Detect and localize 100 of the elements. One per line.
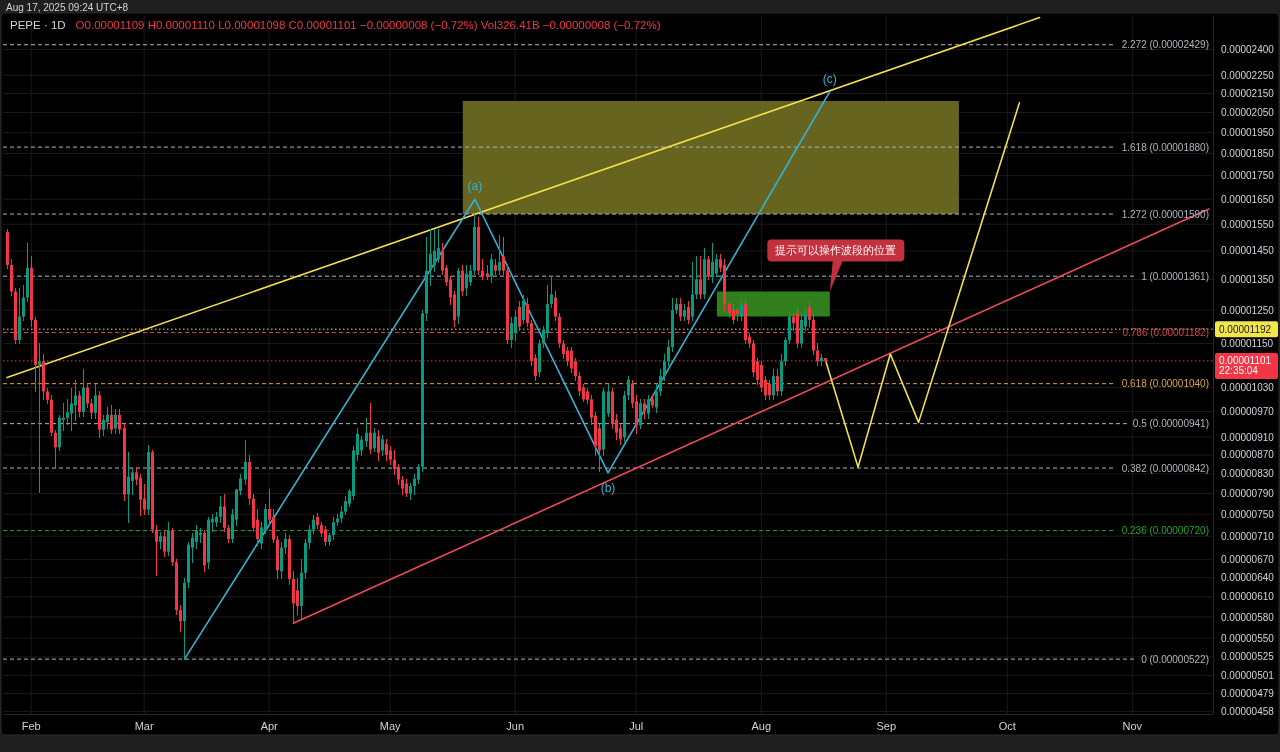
ref-line-label: 0.382 (0.00000842) <box>1121 462 1209 474</box>
candlestick <box>526 297 529 328</box>
candlestick <box>114 408 117 435</box>
y-tick-label: 0.00000670 <box>1221 553 1275 565</box>
y-tick-label: 0.00000640 <box>1221 572 1275 584</box>
x-tick-label: Jun <box>506 720 525 732</box>
candlestick <box>679 297 682 322</box>
candlestick <box>711 242 714 284</box>
x-tick-label: Apr <box>260 720 279 732</box>
y-tick-label: 0.00002050 <box>1221 107 1275 118</box>
annotation: 提示可以操作波段的位置 <box>775 244 897 257</box>
annotation: (b) <box>600 480 616 495</box>
ref-line-label: 0.00001101 22:35:04 <box>1219 355 1272 377</box>
ref-line-label: 1.618 (0.00001880) <box>1121 141 1209 153</box>
candlestick <box>691 261 694 322</box>
candlestick <box>244 439 247 486</box>
y-tick-label: 0.00000501 <box>1221 670 1275 682</box>
candlestick <box>490 253 493 284</box>
candlestick <box>518 300 521 332</box>
candlestick <box>732 303 735 325</box>
y-tick-label: 0.00000710 <box>1221 530 1275 542</box>
candlestick <box>22 284 25 322</box>
candlestick <box>385 438 388 462</box>
y-tick-label: 0.00001030 <box>1221 382 1275 394</box>
y-tick-label: 0.00002150 <box>1221 87 1275 99</box>
candlestick <box>78 390 81 418</box>
candlestick <box>70 387 73 432</box>
candlestick <box>465 264 468 297</box>
candlestick <box>695 255 698 300</box>
candlestick <box>627 375 630 401</box>
y-tick-label: 0.00001750 <box>1221 170 1275 182</box>
candlestick <box>90 398 93 420</box>
candlestick <box>554 290 557 322</box>
candlestick <box>776 368 779 397</box>
candlestick <box>469 264 472 287</box>
y-tick-label: 0.00001850 <box>1221 148 1275 160</box>
candlestick <box>800 312 803 349</box>
candlestick <box>131 466 134 496</box>
candlestick <box>280 541 283 580</box>
y-tick-label: 0.00000479 <box>1221 687 1275 699</box>
y-tick-label: 0.00000830 <box>1221 468 1275 480</box>
x-tick-label: Oct <box>998 720 1016 732</box>
candlestick <box>667 339 670 367</box>
candlestick <box>461 264 464 297</box>
candlestick <box>110 404 113 435</box>
y-tick-label: 0.00002400 <box>1221 44 1275 56</box>
ref-line-label: 0.786 (0.00001182) <box>1122 327 1209 339</box>
candlestick <box>195 524 198 550</box>
candlestick <box>360 435 363 457</box>
candlestick <box>502 236 505 276</box>
candlestick <box>344 495 347 516</box>
candlestick <box>127 451 130 524</box>
candlestick <box>18 287 21 345</box>
candlestick <box>707 255 710 281</box>
chart-title: PEPE · 1D <box>10 19 66 31</box>
y-tick-label: 0.00001650 <box>1221 193 1275 205</box>
candlestick <box>433 228 436 273</box>
candlestick <box>389 445 392 466</box>
candlestick <box>272 508 275 544</box>
ref-line-label: 0.00001192 <box>1219 323 1272 335</box>
y-tick-label: 0.00000580 <box>1221 611 1275 623</box>
candlestick <box>369 402 372 455</box>
candlestick <box>155 524 158 577</box>
candlestick <box>66 398 69 426</box>
candlestick <box>332 516 335 541</box>
candlestick <box>312 514 315 535</box>
candlestick <box>284 532 287 555</box>
candlestick <box>788 309 791 345</box>
candlestick <box>381 434 384 457</box>
y-tick-label: 0.00001550 <box>1221 218 1275 230</box>
y-tick-label: 0.00000458 <box>1221 705 1275 717</box>
candlestick <box>687 300 690 325</box>
ref-line-label: 2.272 (0.00002429) <box>1121 39 1209 51</box>
candlestick <box>619 423 622 446</box>
candlestick <box>522 294 525 325</box>
ref-line-label: 0.236 (0.00000720) <box>1121 525 1209 537</box>
candlestick <box>401 475 404 496</box>
x-tick-label: Sep <box>876 720 897 732</box>
y-tick-label: 0.00000525 <box>1221 651 1275 663</box>
candlestick <box>74 379 77 422</box>
x-tick-label: Aug <box>751 720 772 732</box>
candlestick <box>373 427 376 453</box>
y-tick-label: 0.00001350 <box>1221 273 1275 285</box>
annotation: (a) <box>467 179 483 194</box>
candlestick <box>54 429 57 469</box>
candlestick <box>38 342 41 494</box>
candlestick <box>377 429 380 462</box>
candlestick <box>639 398 642 430</box>
candlestick <box>393 449 396 476</box>
ref-line-label: 0.5 (0.00000941) <box>1132 418 1209 430</box>
x-tick-label: May <box>379 720 402 732</box>
candlestick <box>223 493 226 533</box>
y-tick-label: 0.00001450 <box>1221 245 1275 257</box>
y-tick-label: 0.00000610 <box>1221 591 1275 603</box>
candlestick <box>102 414 105 437</box>
y-tick-label: 0.00000750 <box>1221 508 1275 520</box>
y-tick-label: 0.00001250 <box>1221 304 1275 316</box>
candlestick <box>578 371 581 397</box>
candlestick <box>647 394 650 420</box>
candlestick <box>663 353 666 382</box>
